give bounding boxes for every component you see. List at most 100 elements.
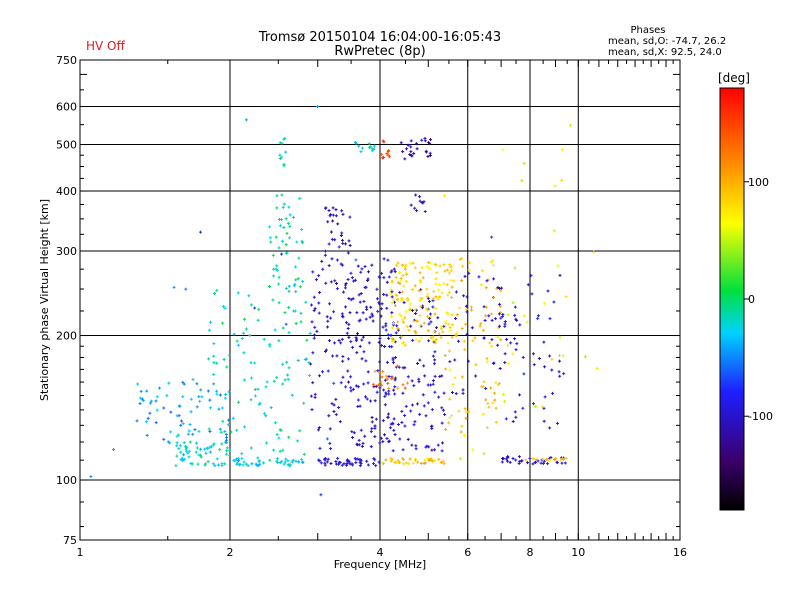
data-point (442, 391, 446, 395)
data-point (561, 354, 565, 358)
data-point (499, 310, 503, 314)
data-point (443, 353, 447, 357)
data-point (301, 241, 305, 245)
data-point (375, 390, 379, 394)
data-point (391, 321, 395, 325)
data-point (509, 341, 513, 345)
data-point (175, 414, 179, 418)
data-point (385, 306, 389, 310)
data-point (145, 389, 149, 393)
data-point (514, 458, 518, 462)
data-point (441, 408, 445, 412)
data-point (388, 426, 392, 430)
data-point (154, 399, 158, 403)
data-point (400, 409, 404, 413)
data-point (451, 382, 455, 386)
data-point (243, 425, 247, 429)
data-point (437, 288, 441, 292)
data-point (408, 152, 412, 156)
data-point (340, 463, 344, 467)
data-point (506, 459, 510, 463)
data-point (414, 444, 418, 448)
data-point (486, 401, 490, 405)
data-point (267, 285, 271, 289)
data-point (438, 375, 442, 379)
data-point (458, 306, 462, 310)
data-point (357, 293, 361, 297)
data-point (383, 394, 387, 398)
data-point (148, 411, 152, 415)
data-point (474, 363, 478, 367)
data-point (432, 362, 436, 366)
data-point (323, 253, 327, 257)
data-point (278, 153, 282, 157)
data-point (379, 380, 383, 384)
data-point (518, 459, 522, 463)
data-point (249, 398, 253, 402)
data-point (365, 459, 369, 463)
data-point (235, 428, 239, 432)
data-point (278, 141, 282, 145)
data-point (436, 443, 440, 447)
data-point (413, 284, 417, 288)
data-point (392, 338, 396, 342)
data-point (334, 413, 338, 417)
data-point (448, 416, 452, 420)
data-point (370, 415, 374, 419)
data-point (347, 380, 351, 384)
data-point (528, 456, 532, 460)
data-point (275, 376, 279, 380)
data-point (242, 351, 246, 355)
data-point (390, 311, 394, 315)
data-point (422, 321, 426, 325)
data-point (487, 314, 491, 318)
data-point (426, 141, 430, 145)
data-point (235, 462, 239, 466)
data-point (434, 307, 438, 311)
data-point (351, 297, 355, 301)
data-point (401, 383, 405, 387)
data-point (194, 450, 198, 454)
data-point (349, 271, 353, 275)
data-point (407, 462, 411, 466)
data-point (382, 388, 386, 392)
data-point (141, 398, 145, 402)
data-point (181, 422, 185, 426)
data-point (225, 449, 229, 453)
data-point (430, 448, 434, 452)
data-point (392, 428, 396, 432)
data-point (225, 365, 229, 369)
data-point (405, 325, 409, 329)
data-point (166, 440, 170, 444)
colorbar-tick-label: -100 (748, 410, 773, 423)
data-point (451, 323, 455, 327)
data-point (592, 250, 596, 254)
data-point (373, 426, 377, 430)
data-point (496, 285, 500, 289)
data-point (283, 311, 287, 315)
data-point (349, 340, 353, 344)
data-point (339, 341, 343, 345)
data-point (354, 140, 358, 144)
data-point (231, 416, 235, 420)
data-point (423, 374, 427, 378)
data-point (138, 402, 142, 406)
data-point (381, 440, 385, 444)
data-point (358, 458, 362, 462)
data-point (361, 311, 365, 315)
data-point (428, 153, 432, 157)
data-point (404, 310, 408, 314)
data-point (463, 274, 467, 278)
data-point (391, 361, 395, 365)
data-point (199, 447, 203, 451)
data-point (417, 377, 421, 381)
data-point (378, 386, 382, 390)
data-point (381, 325, 385, 329)
data-point (418, 313, 422, 317)
data-point (182, 441, 186, 445)
data-point (233, 459, 237, 463)
data-point (287, 289, 291, 293)
data-point (376, 369, 380, 373)
data-point (286, 459, 290, 463)
data-point (557, 370, 561, 374)
